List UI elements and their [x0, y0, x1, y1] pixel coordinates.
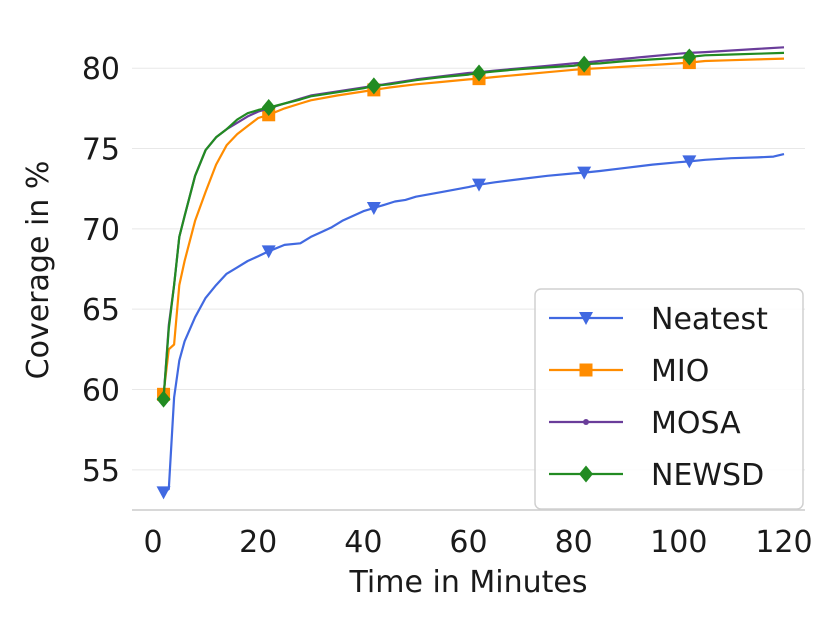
x-tick-label: 0 [143, 525, 162, 560]
y-tick-label: 60 [82, 374, 120, 409]
legend: Neatest MIO MOSA NEWSD [534, 288, 804, 510]
y-tick-label: 80 [82, 52, 120, 87]
x-tick-label: 60 [449, 525, 487, 560]
legend-item: MIO [549, 354, 709, 389]
legend-frame [534, 288, 804, 510]
series-newsd [156, 48, 785, 408]
data-marker [366, 77, 381, 95]
data-marker [682, 48, 697, 66]
legend-item: NEWSD [549, 458, 764, 493]
x-tick-label: 120 [755, 525, 812, 560]
series-line [162, 57, 785, 395]
series-layer [156, 46, 785, 500]
tick-layer: 55 60 65 70 75 80 0 20 40 60 80 100 120 [82, 52, 813, 560]
y-tick-label: 75 [82, 133, 120, 168]
series-line [162, 51, 785, 400]
legend-label: MIO [651, 354, 709, 389]
data-marker [577, 55, 592, 73]
data-marker [261, 99, 276, 117]
data-marker [156, 390, 171, 408]
x-tick-label: 100 [650, 525, 707, 560]
legend-label: Neatest [651, 302, 768, 337]
y-tick-label: 70 [82, 213, 120, 248]
x-tick-label: 80 [555, 525, 593, 560]
data-marker [472, 178, 487, 192]
data-marker [579, 465, 593, 483]
data-marker [261, 245, 276, 259]
data-marker [577, 166, 592, 180]
data-marker [472, 64, 487, 82]
legend-item: MOSA [549, 406, 741, 441]
data-marker [583, 419, 589, 425]
x-tick-label: 40 [344, 525, 382, 560]
x-axis-label: Time in Minutes [349, 565, 588, 600]
y-axis-label: Coverage in % [21, 161, 56, 380]
data-marker [579, 312, 593, 325]
series-line [162, 153, 785, 494]
legend-item: Neatest [549, 302, 768, 337]
y-tick-label: 55 [82, 454, 120, 489]
data-marker [579, 363, 593, 377]
series-neatest [156, 153, 785, 500]
data-marker [366, 201, 381, 215]
y-tick-label: 65 [82, 293, 120, 328]
legend-label: NEWSD [651, 458, 764, 493]
legend-label: MOSA [651, 406, 741, 441]
data-marker [156, 486, 171, 500]
data-marker [682, 155, 697, 169]
x-tick-label: 20 [239, 525, 277, 560]
